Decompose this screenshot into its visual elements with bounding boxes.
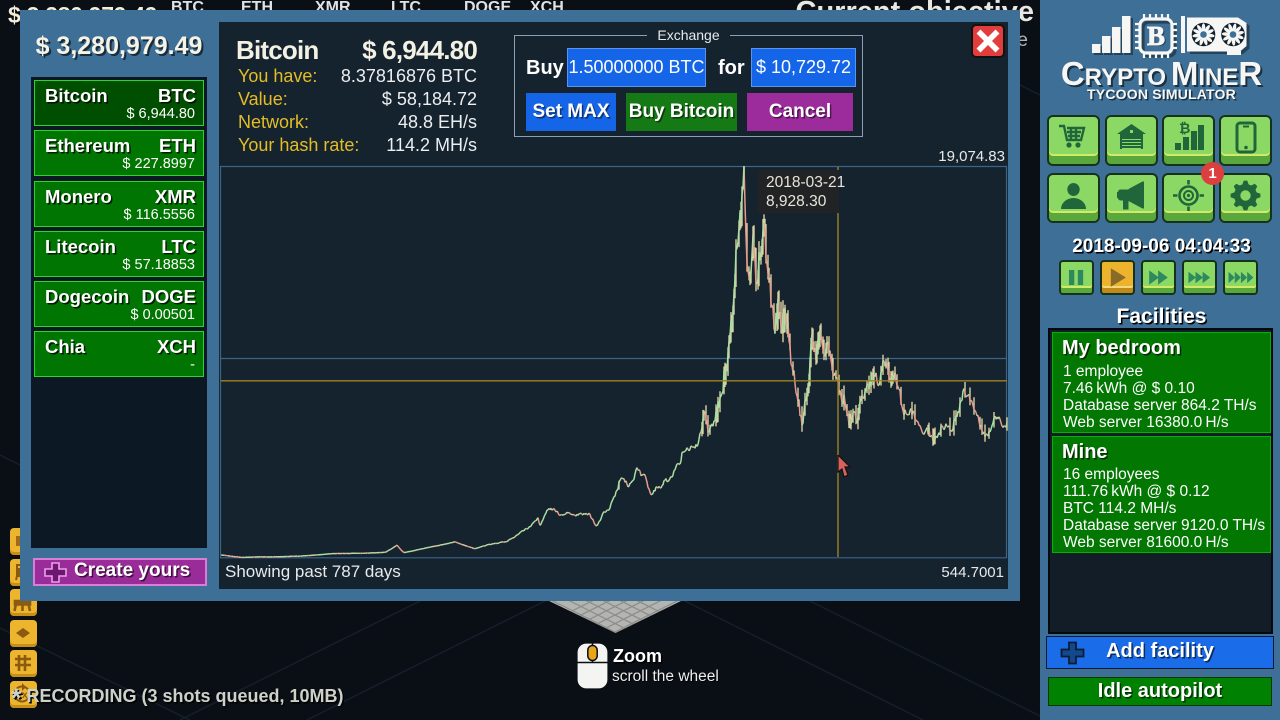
svg-text:B: B	[1148, 22, 1166, 52]
svg-text:B: B	[1147, 21, 1165, 51]
svg-text:1x: 1x	[16, 690, 28, 701]
svg-text:₿: ₿	[1179, 121, 1190, 136]
